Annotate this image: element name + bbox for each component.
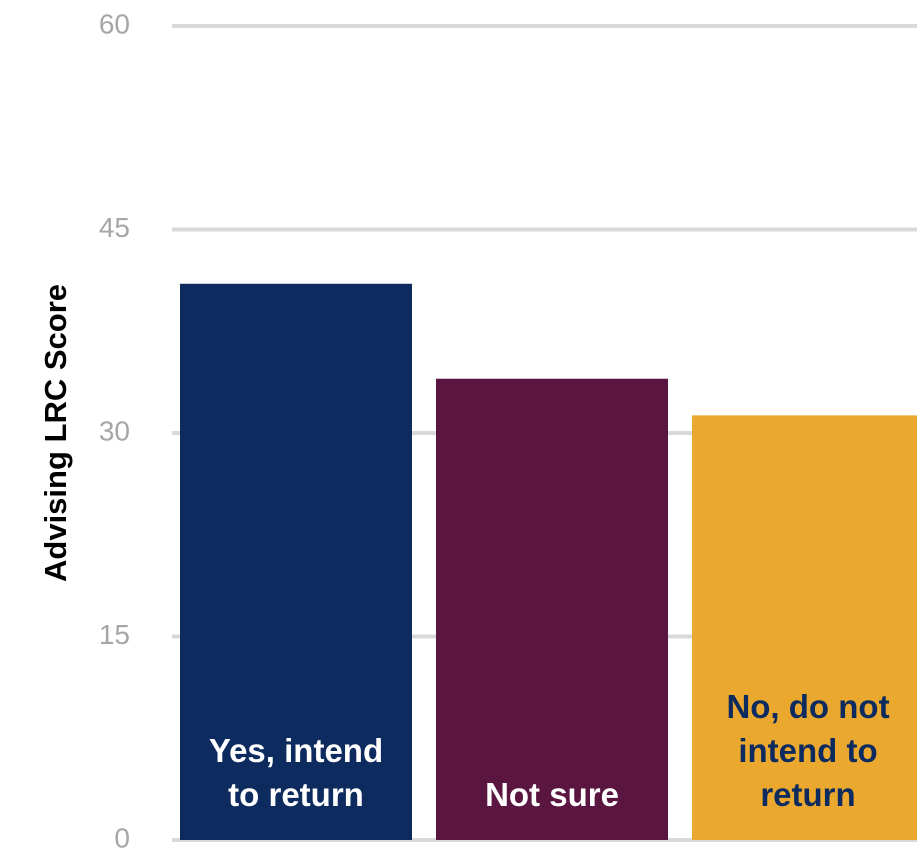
bar: [692, 415, 917, 840]
category-label: Yes, intend to return: [209, 732, 383, 813]
y-tick-label: 0: [114, 822, 130, 852]
category-label-line: Yes, intend: [209, 732, 383, 769]
category-label: Not sure: [485, 776, 619, 813]
category-label: No, do not intend to return: [726, 688, 889, 813]
category-label-line: intend to: [738, 732, 877, 769]
y-tick-label: 30: [99, 415, 130, 446]
category-label-line: to return: [228, 776, 364, 813]
bar-labels: Yes, intend to return Not sure No, do not in…: [209, 688, 890, 813]
bar: [436, 378, 668, 840]
y-tick-label: 15: [99, 619, 130, 650]
y-axis-ticks: 0 15 30 45 60: [99, 8, 130, 852]
bar: [180, 283, 412, 840]
category-label-line: Not sure: [485, 776, 619, 813]
category-label-line: No, do not: [726, 688, 889, 725]
y-tick-label: 45: [99, 212, 130, 243]
category-label-line: return: [760, 776, 855, 813]
bars: [180, 283, 917, 840]
y-tick-label: 60: [99, 8, 130, 39]
y-axis-label: Advising LRC Score: [38, 284, 73, 582]
